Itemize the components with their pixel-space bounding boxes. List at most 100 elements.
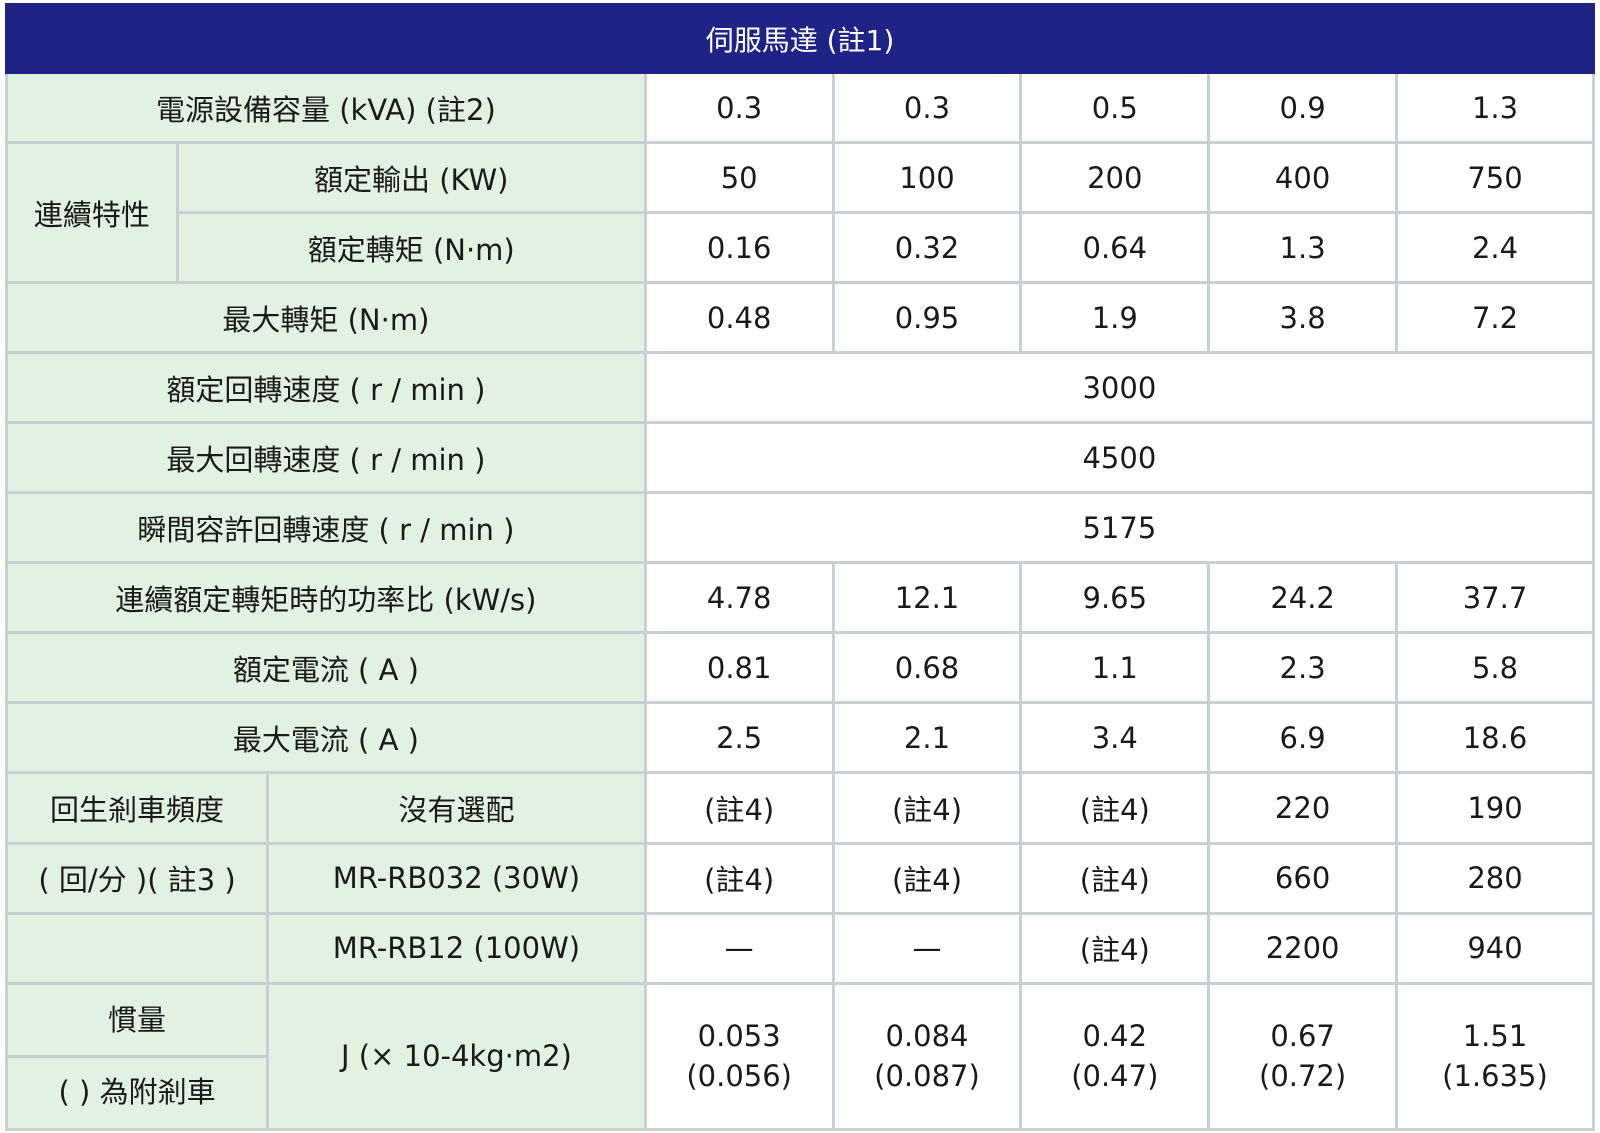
regen-label-line2: ( 回/分 )( 註3 ) [4,841,270,915]
cell-value: 660 [1207,841,1399,915]
row-label: MR-RB12 (100W) [266,911,647,985]
row-label: 額定轉矩 (N·m) [175,211,647,285]
row-power-rate: 連續額定轉矩時的功率比 (kW/s) 4.78 12.1 9.65 24.2 3… [5,561,1595,635]
cell-value: 2.1 [831,701,1023,775]
cell-value: 37.7 [1395,561,1595,635]
cell-value: 940 [1395,911,1595,985]
cell-value: 0.084 (0.087) [831,981,1023,1132]
row-label: 最大電流 ( A ) [5,701,647,775]
cell-value: 280 [1395,841,1595,915]
cell-value: 2.3 [1207,631,1399,705]
cell-value: 7.2 [1395,281,1595,355]
row-label: 瞬間容許回轉速度 ( r / min ) [5,491,647,565]
regen-label-empty [4,911,270,985]
cell-value-merged: 4500 [643,421,1596,495]
regen-label-line1: 回生剎車頻度 [4,771,270,845]
cell-value: 18.6 [1395,701,1595,775]
cell-value: 0.81 [643,631,835,705]
row-regen-rb032: ( 回/分 )( 註3 ) MR-RB032 (30W) (註4) (註4) (… [4,841,1595,915]
cell-value: 0.67 (0.72) [1207,981,1399,1132]
row-label: 沒有選配 [266,771,647,845]
row-label: 額定回轉速度 ( r / min ) [5,351,647,425]
inertia-brake: (0.056) [686,1059,792,1094]
inertia-label-line2: ( ) 為附剎車 [58,1074,216,1109]
inertia-main: 1.51 [1462,1019,1528,1054]
cell-value: 12.1 [831,561,1023,635]
cell-value: 220 [1207,771,1399,845]
inertia-label: 慣量 ( ) 為附剎車 [4,981,270,1132]
cell-value: 2.5 [643,701,835,775]
cell-value: 4.78 [643,561,835,635]
cell-value: — [643,911,835,985]
cell-value: 1.1 [1019,631,1211,705]
row-power-capacity: 電源設備容量 (kVA) (註2) 0.3 0.3 0.5 0.9 1.3 [5,71,1595,145]
cell-value: 190 [1395,771,1595,845]
row-rated-output: 連續特性 額定輸出 (KW) 50 100 200 400 750 [5,141,1595,285]
row-rated-speed: 額定回轉速度 ( r / min ) 3000 [5,351,1596,425]
inertia-brake: (1.635) [1442,1059,1548,1094]
row-label: 額定輸出 (KW) [175,141,647,215]
cell-value: 6.9 [1207,701,1399,775]
cell-value: 0.32 [831,211,1023,285]
row-label: J (× 10-4kg·m2) [266,981,647,1132]
cell-value: (註4) [643,841,835,915]
cell-value: 0.68 [831,631,1023,705]
row-label: MR-RB032 (30W) [266,841,647,915]
cell-value: 1.3 [1207,211,1399,285]
cell-value: 0.5 [1019,71,1211,145]
inertia-brake: (0.087) [874,1059,980,1094]
row-rated-current: 額定電流 ( A ) 0.81 0.68 1.1 2.3 5.8 [5,631,1595,705]
row-instant-speed: 瞬間容許回轉速度 ( r / min ) 5175 [5,491,1596,565]
cell-value: 2200 [1207,911,1399,985]
cell-value: (註4) [1019,771,1211,845]
cell-value: 0.053 (0.056) [643,981,835,1132]
inertia-main: 0.084 [885,1019,969,1054]
header-row: 伺服馬達 (註1) [5,2,1595,75]
cell-value: — [831,911,1023,985]
row-label: 最大轉矩 (N·m) [5,281,647,355]
cell-value: 0.42 (0.47) [1019,981,1211,1132]
table-title: 伺服馬達 (註1) [5,2,1595,75]
inertia-main: 0.053 [697,1019,781,1054]
inertia-label-line1: 慣量 [9,986,265,1058]
cell-value: 24.2 [1207,561,1399,635]
row-label: 額定電流 ( A ) [5,631,647,705]
cell-value: 100 [831,141,1023,215]
cell-value: (註4) [643,771,835,845]
row-regen-rb12: MR-RB12 (100W) — — (註4) 2200 940 [4,911,1595,985]
cell-value: 1.9 [1019,281,1211,355]
cell-value: 750 [1395,141,1595,215]
cell-value: (註4) [831,771,1023,845]
cell-value: 0.9 [1207,71,1399,145]
row-max-speed: 最大回轉速度 ( r / min ) 4500 [5,421,1596,495]
row-rated-torque: 額定轉矩 (N·m) 0.16 0.32 0.64 1.3 2.4 [7,211,1595,285]
row-label: 連續額定轉矩時的功率比 (kW/s) [5,561,647,635]
cell-value: 9.65 [1019,561,1211,635]
cell-value: 5.8 [1395,631,1595,705]
cell-value: (註4) [1019,911,1211,985]
inertia-main: 0.42 [1082,1019,1148,1054]
cell-value: 3.8 [1207,281,1399,355]
cell-value: 200 [1019,141,1211,215]
cell-value: 2.4 [1395,211,1595,285]
cell-value: 0.95 [831,281,1023,355]
inertia-main: 0.67 [1270,1019,1335,1054]
row-label: 最大回轉速度 ( r / min ) [5,421,647,495]
row-regen-none: 回生剎車頻度 沒有選配 (註4) (註4) (註4) 220 190 [4,771,1595,845]
cell-value: 0.3 [831,71,1023,145]
row-label: 電源設備容量 (kVA) (註2) [5,71,647,145]
cell-value: 0.48 [643,281,835,355]
cell-value-merged: 5175 [643,491,1596,565]
spec-table: 伺服馬達 (註1) 電源設備容量 (kVA) (註2) 0.3 0.3 0.5 … [4,2,1596,1132]
cell-value: 50 [643,141,835,215]
cell-value: 0.3 [643,71,835,145]
cell-value: (註4) [1019,841,1211,915]
row-max-torque: 最大轉矩 (N·m) 0.48 0.95 1.9 3.8 7.2 [5,281,1595,355]
cell-value: 0.16 [643,211,835,285]
row-inertia: 慣量 ( ) 為附剎車 J (× 10-4kg·m2) 0.053 (0.056… [4,981,1595,1132]
cell-value: 0.64 [1019,211,1211,285]
cell-value: 1.3 [1395,71,1595,145]
cell-value: 3.4 [1019,701,1211,775]
inertia-brake: (0.47) [1071,1059,1159,1094]
cell-value: 1.51 (1.635) [1395,981,1595,1132]
